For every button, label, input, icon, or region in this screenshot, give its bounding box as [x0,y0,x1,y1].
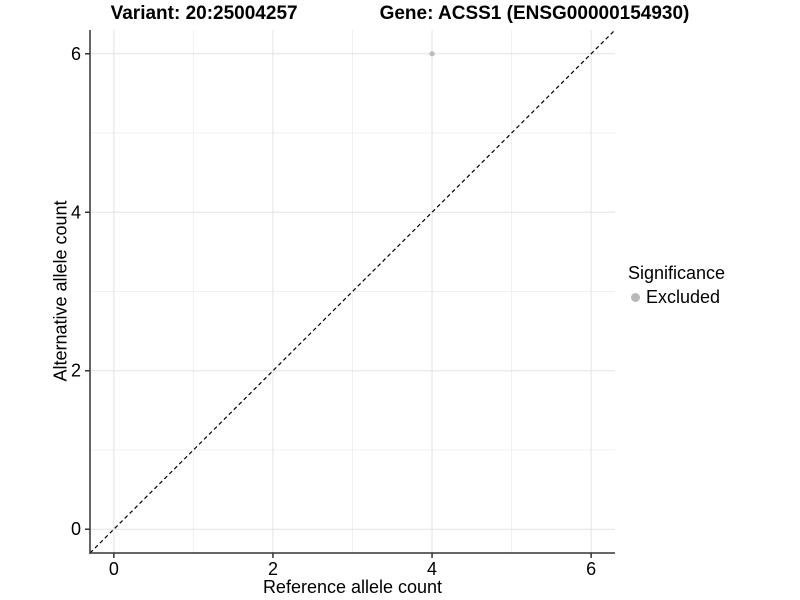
variant-title: Variant: 20:25004257 [110,3,298,24]
legend-entry-label: Excluded [646,287,721,307]
y-tick-label: 0 [71,519,81,539]
x-tick-label: 6 [586,559,596,579]
data-point [429,51,435,57]
plot-title: Variant: 20:25004257 Gene: ACSS1 (ENSG00… [0,3,800,25]
y-tick-label: 6 [71,44,81,64]
x-axis-label: Reference allele count [262,577,443,597]
legend: Significance Excluded [628,263,725,308]
legend-entry-excluded: Excluded [631,287,725,308]
x-tick-label: 2 [268,559,278,579]
x-tick-label: 4 [427,559,437,579]
x-tick-label: 0 [109,559,119,579]
identity-dashed-line [89,29,616,554]
y-axis-label: Alternative allele count [50,200,71,382]
excluded-point-icon [631,293,640,302]
legend-title: Significance [628,263,726,283]
y-tick-label: 2 [71,361,81,381]
gene-title: Gene: ACSS1 (ENSG00000154930) [379,3,690,24]
y-tick-label: 4 [71,202,81,222]
